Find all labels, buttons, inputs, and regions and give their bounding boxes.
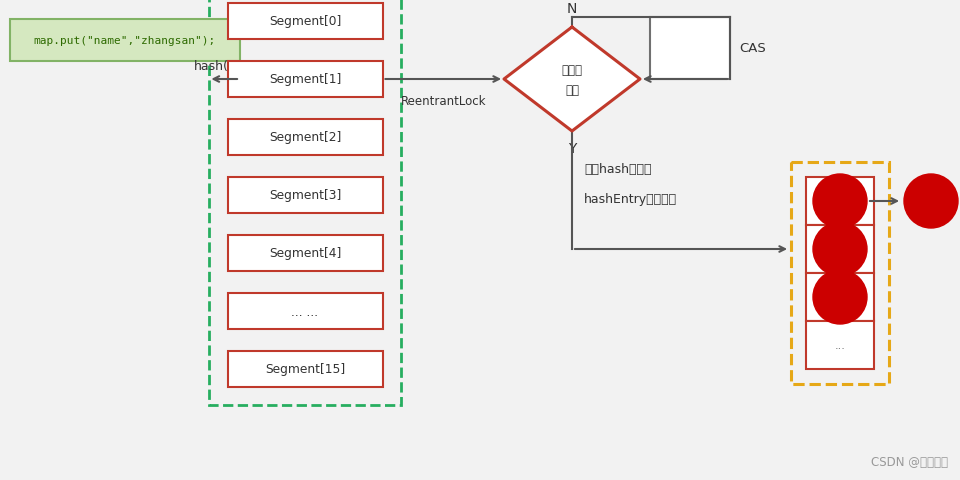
Bar: [228, 4, 382, 40]
Circle shape: [813, 270, 867, 324]
Text: Segment[1]: Segment[1]: [269, 73, 341, 86]
Bar: [209, 0, 400, 405]
Text: Segment[3]: Segment[3]: [269, 189, 341, 202]
Circle shape: [813, 223, 867, 276]
Text: Segment[15]: Segment[15]: [265, 363, 346, 376]
Text: hashEntry数组下标: hashEntry数组下标: [584, 193, 677, 206]
Text: Segment[0]: Segment[0]: [269, 15, 341, 28]
Bar: [806, 274, 874, 321]
Text: 尝试获: 尝试获: [562, 64, 583, 77]
Text: map.put("name","zhangsan");: map.put("name","zhangsan");: [34, 36, 216, 46]
Text: ...: ...: [834, 340, 846, 350]
Text: CSDN @荣耀战神: CSDN @荣耀战神: [871, 455, 948, 468]
Bar: [806, 226, 874, 274]
Bar: [228, 62, 382, 98]
Text: ... ...: ... ...: [292, 305, 319, 318]
Text: CAS: CAS: [739, 42, 766, 55]
Bar: [228, 178, 382, 214]
Text: 通过hash値定位: 通过hash値定位: [584, 163, 652, 176]
Text: 取锁: 取锁: [565, 84, 579, 97]
Bar: [228, 236, 382, 271]
Text: ReentrantLock: ReentrantLock: [400, 95, 486, 108]
Text: N: N: [566, 2, 577, 16]
Text: Y: Y: [567, 142, 576, 156]
Bar: [806, 321, 874, 369]
Circle shape: [904, 175, 958, 228]
Text: Segment[4]: Segment[4]: [269, 247, 341, 260]
Text: Segment[2]: Segment[2]: [269, 131, 341, 144]
Polygon shape: [504, 28, 640, 132]
Circle shape: [813, 175, 867, 228]
Bar: [228, 120, 382, 156]
Bar: [650, 18, 730, 80]
Bar: [791, 163, 889, 384]
Text: hash(key): hash(key): [194, 60, 255, 73]
Bar: [228, 351, 382, 387]
Bar: [228, 293, 382, 329]
Bar: [806, 178, 874, 226]
Bar: [10, 20, 240, 62]
